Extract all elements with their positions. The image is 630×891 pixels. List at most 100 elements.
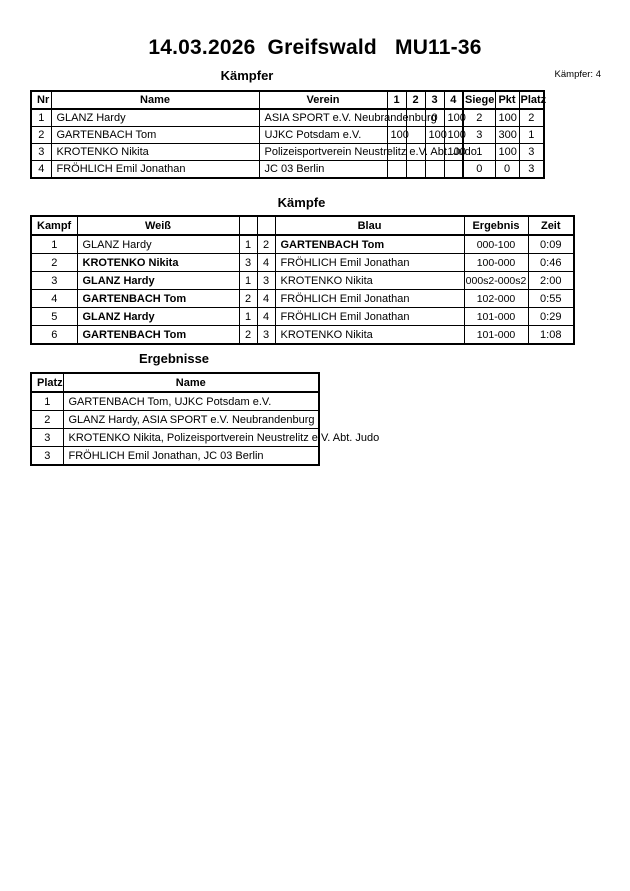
result-vs-3: 100 (424, 126, 447, 144)
col-name: Name (50, 90, 260, 110)
platz-value: 3 (518, 160, 545, 179)
blau-fighter: KROTENKO Nikita (274, 325, 465, 345)
table-row: 3 KROTENKO Nikita, Polizeisportverein Ne… (30, 428, 379, 447)
verein-text: Polizeisportverein Neustrelitz e.V. Abt.… (264, 146, 477, 158)
col-nr: Nr (30, 90, 52, 110)
fighter-verein: Polizeisportverein Neustrelitz e.V. Abt.… (258, 143, 477, 161)
fighter-name: FRÖHLICH Emil Jonathan (50, 160, 260, 179)
zeit-value: 0:09 (527, 234, 575, 254)
pkt-value: 100 (494, 143, 520, 161)
table-row: 4 GARTENBACH Tom 2 4 FRÖHLICH Emil Jonat… (30, 289, 575, 308)
verein-text: UJKC Potsdam e.V. (264, 129, 362, 141)
ergebnisse-table: Platz Name 1 GARTENBACH Tom, UJKC Potsda… (30, 372, 379, 466)
result-vs-4: 100 (443, 108, 466, 127)
ergebnis-value: 100-000 (463, 253, 529, 272)
ergebnis-value: 101-000 (463, 325, 529, 345)
platz-value: 3 (30, 446, 64, 466)
result-name-text: GARTENBACH Tom, UJKC Potsdam e.V. (68, 395, 272, 408)
col-siege: Siege (462, 90, 496, 110)
result-vs-3 (424, 160, 445, 179)
weiss-fighter: GARTENBACH Tom (76, 325, 240, 345)
weiss-fighter: KROTENKO Nikita (76, 253, 240, 272)
fighter-name: KROTENKO Nikita (50, 143, 260, 161)
col-weiss: Weiß (76, 215, 240, 236)
fighter-verein: ASIA SPORT e.V. Neubrandenburg (258, 108, 437, 127)
col-verein: Verein (258, 90, 388, 110)
kampf-nr: 4 (30, 289, 78, 308)
table-row: 1 GLANZ Hardy 1 2 GARTENBACH Tom 000-100… (30, 234, 575, 254)
col-4: 4 (443, 90, 464, 110)
ergebnis-value: 102-000 (463, 289, 529, 308)
siege-value: 2 (462, 108, 496, 127)
kaempfer-table: Nr Name Verein 1 2 3 4 Siege Pkt Platz 1… (30, 90, 546, 179)
result-vs-4: 100 (443, 126, 466, 144)
table-row: 2 GARTENBACH Tom UJKC Potsdam e.V. 100 1… (30, 126, 545, 144)
fighter-verein: JC 03 Berlin (258, 160, 388, 179)
zeit-value: 0:46 (527, 253, 575, 272)
weiss-nr: 2 (238, 325, 258, 345)
table-row: 1 GARTENBACH Tom, UJKC Potsdam e.V. (30, 391, 320, 411)
fighter-name: GARTENBACH Tom (50, 126, 260, 144)
platz-value: 1 (518, 126, 545, 144)
col-name: Name (62, 372, 320, 393)
kampf-nr: 2 (30, 253, 78, 272)
kampf-nr: 3 (30, 271, 78, 290)
fighter-nr: 2 (30, 126, 52, 144)
fighter-nr: 3 (30, 143, 52, 161)
platz-value: 3 (30, 428, 64, 447)
result-vs-4: 100 (443, 143, 466, 161)
platz-value: 2 (518, 108, 545, 127)
result-name-text: KROTENKO Nikita, Polizeisportverein Neus… (68, 431, 380, 444)
weiss-fighter: GLANZ Hardy (76, 271, 240, 290)
page-title: 14.03.2026 Greifswald MU11-36 (148, 36, 482, 59)
col-1: 1 (386, 90, 407, 110)
result-name-text: FRÖHLICH Emil Jonathan, JC 03 Berlin (68, 449, 264, 462)
zeit-value: 1:08 (527, 325, 575, 345)
pkt-value: 300 (494, 126, 520, 144)
pkt-value: 100 (494, 108, 520, 127)
kaempfe-header-row: Kampf Weiß Blau Ergebnis Zeit (30, 215, 575, 236)
zeit-value: 2:00 (527, 271, 575, 290)
blau-fighter: GARTENBACH Tom (274, 234, 465, 254)
table-row: 3 FRÖHLICH Emil Jonathan, JC 03 Berlin (30, 446, 320, 466)
table-row: 4 FRÖHLICH Emil Jonathan JC 03 Berlin 0 … (30, 160, 545, 179)
weiss-fighter: GLANZ Hardy (76, 234, 240, 254)
blau-fighter: FRÖHLICH Emil Jonathan (274, 253, 465, 272)
result-vs-4 (443, 160, 464, 179)
result-name: GARTENBACH Tom, UJKC Potsdam e.V. (62, 391, 320, 411)
result-name-text: GLANZ Hardy, ASIA SPORT e.V. Neubrandenb… (68, 413, 315, 426)
result-name: GLANZ Hardy, ASIA SPORT e.V. Neubrandenb… (62, 410, 320, 429)
blau-nr: 4 (256, 253, 276, 272)
section-heading-kaempfe: Kämpfe (277, 195, 326, 210)
section-heading-ergebnisse: Ergebnisse (138, 351, 210, 366)
ergebnis-value: 000s2-000s2 (463, 271, 529, 290)
table-row: 6 GARTENBACH Tom 2 3 KROTENKO Nikita 101… (30, 325, 575, 345)
zeit-value: 0:29 (527, 307, 575, 326)
col-ergebnis: Ergebnis (463, 215, 529, 236)
col-zeit: Zeit (527, 215, 575, 236)
ergebnisse-header-row: Platz Name (30, 372, 320, 393)
col-blau: Blau (274, 215, 465, 236)
col-pkt: Pkt (494, 90, 520, 110)
col-weiss-nr (238, 215, 258, 236)
col-platz: Platz (518, 90, 546, 110)
table-row: 2 KROTENKO Nikita 3 4 FRÖHLICH Emil Jona… (30, 253, 575, 272)
weiss-nr: 1 (238, 234, 258, 254)
weiss-fighter: GLANZ Hardy (76, 307, 240, 326)
blau-fighter: FRÖHLICH Emil Jonathan (274, 289, 465, 308)
table-row: 2 GLANZ Hardy, ASIA SPORT e.V. Neubrande… (30, 410, 320, 429)
col-kampf: Kampf (30, 215, 78, 236)
fighter-nr: 4 (30, 160, 52, 179)
ergebnis-value: 101-000 (463, 307, 529, 326)
blau-nr: 4 (256, 289, 276, 308)
col-platz: Platz (30, 372, 64, 393)
blau-nr: 2 (256, 234, 276, 254)
result-name: KROTENKO Nikita, Polizeisportverein Neus… (62, 428, 379, 447)
weiss-nr: 3 (238, 253, 258, 272)
platz-value: 3 (518, 143, 545, 161)
weiss-fighter: GARTENBACH Tom (76, 289, 240, 308)
kaempfe-table: Kampf Weiß Blau Ergebnis Zeit 1 GLANZ Ha… (30, 215, 575, 345)
zeit-value: 0:55 (527, 289, 575, 308)
verein-text: ASIA SPORT e.V. Neubrandenburg (264, 112, 437, 124)
